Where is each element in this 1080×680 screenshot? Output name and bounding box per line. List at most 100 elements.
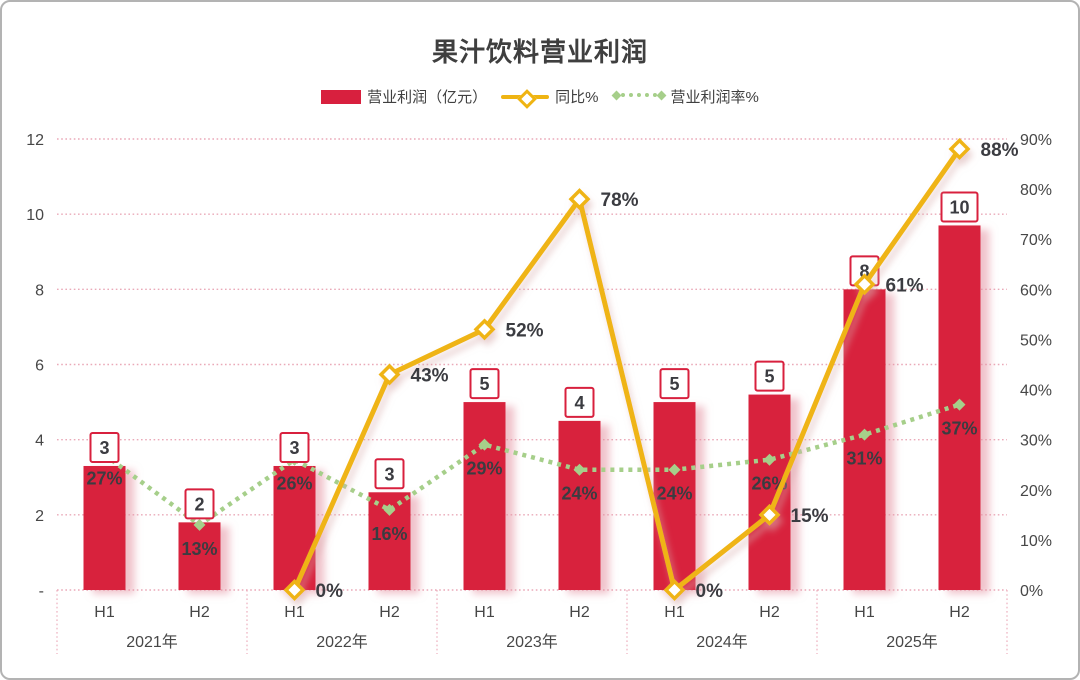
margin-marker-icon	[383, 503, 396, 516]
right-axis-tick: 50%	[1020, 332, 1052, 349]
bar-series	[83, 225, 981, 591]
yoy-marker-icon	[758, 503, 781, 526]
right-axis-tick: 80%	[1020, 182, 1052, 199]
yoy-label: 0%	[316, 581, 344, 602]
left-axis-tick: 8	[35, 282, 44, 299]
bar-value-box	[564, 386, 595, 418]
yoy-label: 52%	[506, 320, 544, 341]
right-axis-tick: 30%	[1020, 433, 1052, 450]
legend-label: 营业利润（亿元）	[367, 89, 488, 106]
bar-value-label: 5	[669, 374, 679, 394]
right-axis-tick: 0%	[1020, 583, 1043, 600]
yoy-label: 61%	[886, 275, 924, 296]
bar-value-box	[89, 431, 120, 463]
bar-value-box	[754, 360, 785, 392]
margin-label: 27%	[86, 469, 122, 489]
bar-value-box	[469, 368, 500, 400]
yoy-line	[292, 147, 962, 593]
yoy-marker-icon	[283, 579, 306, 601]
yoy-series	[283, 138, 971, 601]
category-label: H1	[854, 604, 875, 621]
right-axis-tick: 20%	[1020, 483, 1052, 500]
margin-label: 31%	[846, 449, 882, 469]
category-label: H2	[379, 604, 400, 621]
margin-label: 16%	[371, 524, 407, 544]
yoy-label: 0%	[696, 581, 724, 602]
category-label: H2	[189, 604, 210, 621]
bar-value-box	[659, 368, 690, 400]
margin-marker-icon	[478, 438, 491, 451]
margin-marker-icon	[193, 518, 206, 531]
yoy-marker-icon	[568, 188, 591, 211]
left-axis-tick: -	[39, 583, 44, 600]
category-label: H2	[949, 604, 970, 621]
bar-value-label: 8	[859, 261, 869, 281]
yoy-marker-icon	[378, 363, 401, 386]
margin-marker-icon	[953, 398, 966, 411]
left-axis-tick: 2	[35, 508, 44, 525]
profit-bar	[273, 465, 316, 590]
right-axis-tick: 70%	[1020, 232, 1052, 249]
margin-label: 24%	[656, 484, 692, 504]
profit-bar	[83, 465, 126, 590]
year-label: 2022年	[316, 633, 368, 651]
yoy-marker-icon	[853, 273, 876, 296]
legend-label: 同比%	[555, 89, 599, 106]
yoy-marker-icon	[948, 138, 971, 160]
year-label: 2023年	[506, 633, 558, 651]
bar-value-box	[279, 431, 310, 463]
bar-value-label: 3	[384, 464, 394, 484]
margin-marker-icon	[573, 463, 586, 476]
category-label: H1	[474, 604, 495, 621]
left-axis-tick: 4	[35, 433, 44, 450]
yoy-marker-icon	[663, 579, 686, 601]
year-label: 2024年	[696, 633, 748, 651]
category-label: H2	[569, 604, 590, 621]
yoy-marker-icon	[473, 318, 496, 341]
yoy-label: 88%	[981, 140, 1019, 161]
profit-bar	[748, 394, 791, 590]
profit-bar	[558, 420, 601, 590]
yoy-label: 78%	[601, 190, 639, 211]
bar-value-label: 5	[479, 374, 489, 394]
category-label: H2	[759, 604, 780, 621]
bar-value-label: 4	[574, 393, 584, 413]
left-axis-tick: 10	[26, 207, 44, 224]
year-label: 2025年	[886, 633, 938, 651]
bar-value-label: 10	[949, 197, 969, 217]
right-axis-tick: 40%	[1020, 383, 1052, 400]
margin-label: 24%	[561, 484, 597, 504]
margin-marker-icon	[668, 463, 681, 476]
profit-bar	[653, 402, 696, 590]
right-axis-tick: 10%	[1020, 533, 1052, 550]
left-axis-tick: 12	[26, 132, 44, 149]
right-axis-tick: 60%	[1020, 282, 1052, 299]
left-axis-tick: 6	[35, 358, 44, 375]
legend-item-yoy: 同比%	[501, 86, 599, 109]
bar-swatch-icon	[321, 89, 362, 104]
category-label: H1	[284, 604, 305, 621]
margin-marker-icon	[858, 428, 871, 441]
category-label: H1	[94, 604, 115, 621]
chart-title: 果汁饮料营业利润	[431, 37, 648, 67]
legend-item-operating-profit: 营业利润（亿元）	[321, 86, 487, 107]
year-label: 2021年	[126, 633, 178, 651]
bar-value-label: 2	[194, 494, 204, 514]
yoy-label: 15%	[791, 506, 829, 527]
margin-label: 13%	[181, 539, 217, 559]
bar-value-label: 5	[764, 367, 774, 387]
bar-value-label: 3	[289, 438, 299, 458]
margin-line	[103, 402, 961, 528]
margin-label: 26%	[276, 474, 312, 494]
bar-value-label: 3	[99, 438, 109, 458]
right-axis-tick: 90%	[1020, 132, 1052, 149]
line-diamond-swatch-icon	[501, 88, 550, 109]
legend-item-margin: 营业利润率%	[611, 86, 759, 107]
category-label: H1	[664, 604, 685, 621]
dotted-diamond-swatch-icon	[611, 90, 666, 104]
bar-value-box	[374, 458, 405, 490]
profit-bar	[178, 522, 221, 590]
margin-label: 37%	[941, 419, 977, 439]
